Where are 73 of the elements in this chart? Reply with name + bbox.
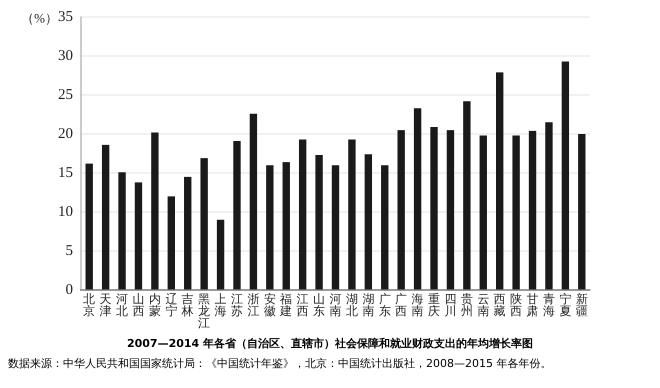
bar xyxy=(200,158,208,290)
x-tick-label: 江苏 xyxy=(230,292,243,318)
bar xyxy=(578,134,586,290)
x-tick-label: 湖南 xyxy=(362,292,374,318)
x-tick-label: 福建 xyxy=(279,292,292,318)
x-tick-label: 山东 xyxy=(313,292,326,318)
x-tick-label: 青海 xyxy=(542,292,555,318)
bar xyxy=(446,130,454,290)
x-tick-label: 北京 xyxy=(83,292,96,318)
bar xyxy=(414,108,422,290)
x-tick-label: 新疆 xyxy=(576,292,588,318)
x-tick-label: 湖北 xyxy=(346,292,358,318)
x-tick-label: 辽宁 xyxy=(165,292,178,318)
x-tick-label: 山西 xyxy=(132,292,144,318)
x-tick-label: 浙江 xyxy=(247,292,260,318)
x-tick-label: 河南 xyxy=(330,292,342,318)
bar xyxy=(266,165,274,290)
y-tick-label: 35 xyxy=(58,8,73,25)
x-tick-label: 宁夏 xyxy=(559,292,572,318)
bar xyxy=(233,141,241,290)
bar xyxy=(184,176,192,290)
y-tick-label: 25 xyxy=(58,86,73,103)
bar xyxy=(545,122,553,290)
y-tick-label: 10 xyxy=(58,204,73,220)
x-tick-label: 甘肃 xyxy=(526,292,539,318)
x-tick-label: 云南 xyxy=(477,292,490,318)
bar xyxy=(118,172,126,290)
x-tick-label: 江西 xyxy=(296,292,309,318)
y-tick-label: 20 xyxy=(58,126,73,142)
x-tick-label: 四川 xyxy=(444,292,456,318)
bar xyxy=(480,136,487,290)
bar xyxy=(397,130,405,290)
y-tick-label: 30 xyxy=(58,48,73,64)
bar xyxy=(562,61,570,290)
y-axis-title: （%） xyxy=(21,10,58,26)
bar xyxy=(250,114,258,290)
y-tick-label: 15 xyxy=(58,164,73,181)
bar xyxy=(463,101,471,290)
bar xyxy=(216,220,224,290)
text: 2007—2014 年各省（自治区、直辖市）社会保障和就业财政支出的年均增长率图 xyxy=(126,336,534,351)
x-tick-label: 内蒙 xyxy=(148,292,161,318)
bar xyxy=(512,136,520,290)
x-tick-label: 海南 xyxy=(412,292,424,318)
bar xyxy=(332,165,340,290)
x-tick-label: 贵州 xyxy=(460,292,473,318)
x-tick-label: 吉林 xyxy=(180,292,194,318)
y-tick-label: 0 xyxy=(66,282,73,298)
bar xyxy=(86,164,93,290)
bar xyxy=(151,132,159,290)
x-tick-label: 河北 xyxy=(116,292,128,318)
bar xyxy=(282,162,290,290)
bar xyxy=(315,155,323,290)
bar xyxy=(134,182,142,290)
x-tick-label: 天津 xyxy=(100,292,112,318)
bar xyxy=(496,72,504,290)
x-tick-label: 上海 xyxy=(214,292,227,318)
bar xyxy=(298,139,306,290)
bar xyxy=(348,139,356,290)
bar xyxy=(381,165,388,290)
x-tick-label: 重庆 xyxy=(428,292,440,318)
bar xyxy=(168,196,175,290)
bar xyxy=(364,154,372,290)
x-tick-label: 广东 xyxy=(378,292,391,318)
bar xyxy=(528,130,536,290)
source-note: 数据来源：中华人民共和国国家统计局：《中国统计年鉴》，北京：中国统计出版社，2008—2015 年各年份。 xyxy=(8,356,552,371)
x-tick-label: 广西 xyxy=(395,292,408,318)
x-tick-label: 安徽 xyxy=(264,292,276,318)
x-tick-label: 黑龙江 xyxy=(198,292,210,330)
bar xyxy=(430,126,438,290)
y-tick-label: 5 xyxy=(66,242,73,259)
x-tick-label: 西藏 xyxy=(494,292,506,318)
x-tick-label: 陕西 xyxy=(510,292,522,318)
bar xyxy=(102,144,110,290)
